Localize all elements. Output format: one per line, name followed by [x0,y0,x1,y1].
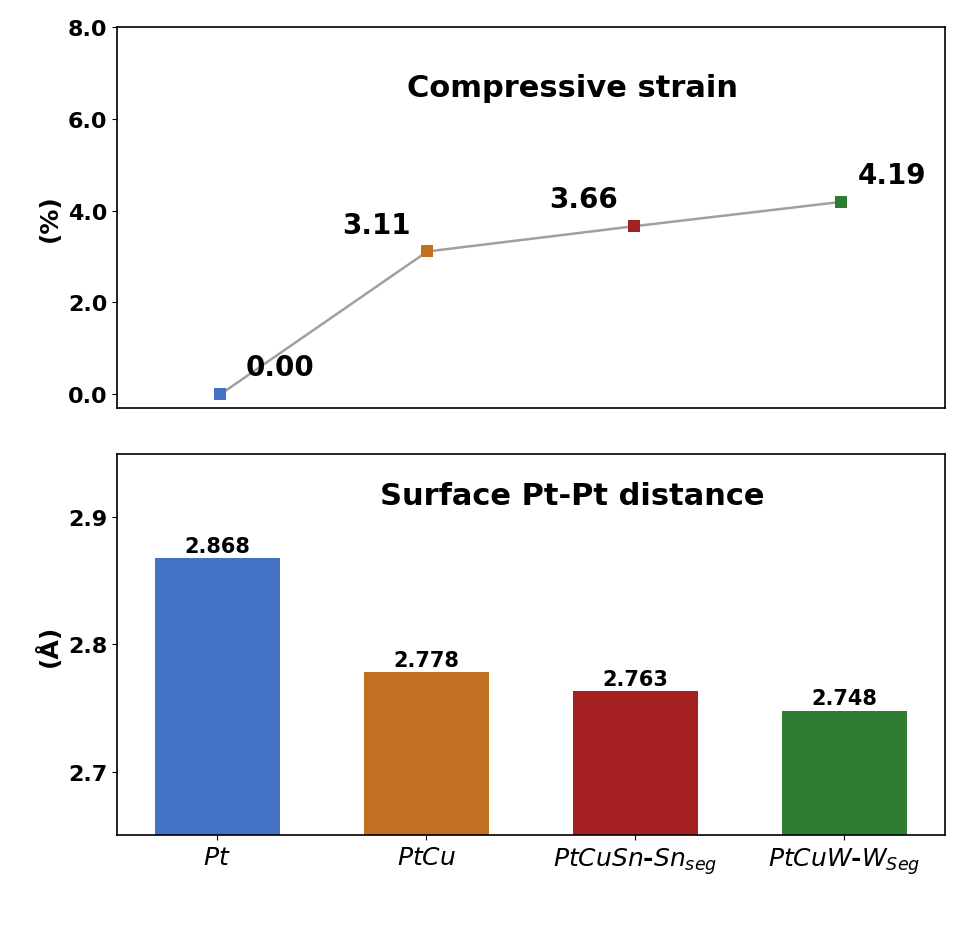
Text: Surface Pt-Pt distance: Surface Pt-Pt distance [380,481,765,510]
Text: 4.19: 4.19 [858,161,926,190]
Text: 2.778: 2.778 [393,651,459,670]
Y-axis label: (Å): (Å) [36,624,62,666]
Bar [363,673,489,835]
Text: 0.00: 0.00 [245,354,314,381]
Bar [573,691,698,835]
Y-axis label: (%): (%) [38,194,62,242]
Text: 3.11: 3.11 [342,212,411,239]
Point [420,245,435,260]
Text: 3.66: 3.66 [549,187,618,214]
Text: Compressive strain: Compressive strain [407,73,737,102]
Text: 2.748: 2.748 [811,689,878,708]
Bar [782,711,907,835]
Point [626,220,642,235]
Point [834,195,849,210]
Point [212,388,228,403]
Text: 2.763: 2.763 [603,669,668,690]
Bar [155,559,280,835]
Text: 2.868: 2.868 [184,536,250,556]
